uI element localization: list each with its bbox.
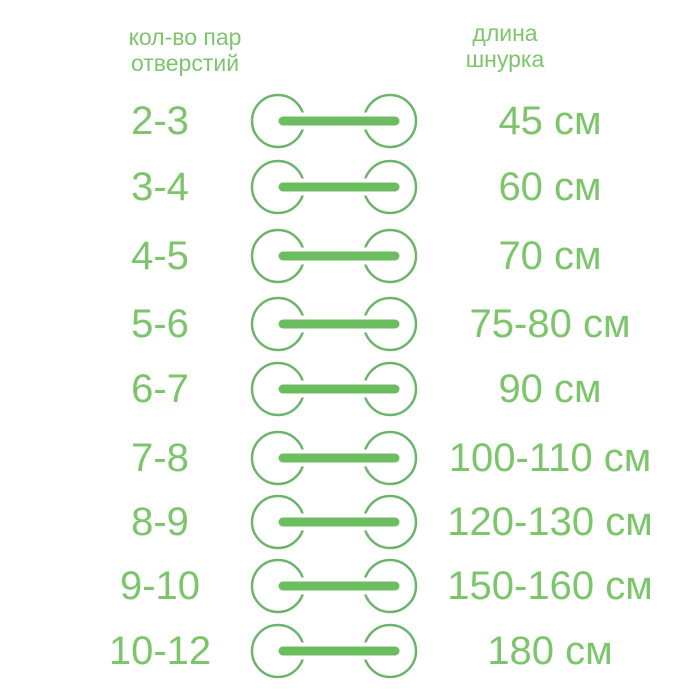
lace-length: 75-80 см — [469, 302, 631, 346]
hole-pairs: 5-6 — [131, 302, 189, 346]
lace-icon — [250, 228, 418, 284]
lace-icon — [250, 159, 418, 215]
hole-pairs: 2-3 — [131, 99, 189, 143]
lace-icon — [250, 558, 418, 614]
table-row: 9-10 150-160 см — [0, 556, 700, 616]
table-row: 5-6 75-80 см — [0, 294, 700, 354]
hole-pairs: 10-12 — [108, 629, 212, 673]
lace-icon — [250, 623, 418, 679]
hole-pairs: 8-9 — [131, 500, 189, 544]
table-row: 8-9 120-130 см — [0, 492, 700, 552]
header-length: длина шнурка — [420, 20, 590, 72]
lace-length: 45 см — [498, 99, 602, 143]
hole-pairs: 7-8 — [131, 436, 189, 480]
lace-icon — [250, 430, 418, 486]
table-row: 7-8 100-110 см — [0, 428, 700, 488]
hole-pairs: 9-10 — [119, 564, 201, 608]
table-row: 2-3 45 см — [0, 91, 700, 151]
header-holes-line2: отверстий — [130, 50, 240, 76]
lace-length: 90 см — [498, 367, 602, 411]
header-length-line2: шнурка — [465, 46, 545, 72]
lace-length: 180 см — [487, 629, 613, 673]
lace-length: 60 см — [498, 165, 602, 209]
header-holes-line1: кол-во пар — [128, 24, 242, 50]
header-length-line1: длина — [472, 20, 538, 46]
lace-length: 70 см — [498, 234, 602, 278]
table-row: 10-12 180 см — [0, 621, 700, 681]
table-row: 3-4 60 см — [0, 157, 700, 217]
lace-length: 150-160 см — [447, 564, 653, 608]
hole-pairs: 3-4 — [131, 165, 189, 209]
lace-length: 100-110 см — [448, 436, 652, 480]
header-holes: кол-во пар отверстий — [95, 24, 275, 76]
lace-icon — [250, 361, 418, 417]
lace-length: 120-130 см — [447, 500, 653, 544]
table-row: 6-7 90 см — [0, 359, 700, 419]
hole-pairs: 4-5 — [131, 234, 189, 278]
lace-icon — [250, 296, 418, 352]
table-row: 4-5 70 см — [0, 226, 700, 286]
lace-icon — [250, 93, 418, 149]
lace-icon — [250, 494, 418, 550]
hole-pairs: 6-7 — [131, 367, 189, 411]
